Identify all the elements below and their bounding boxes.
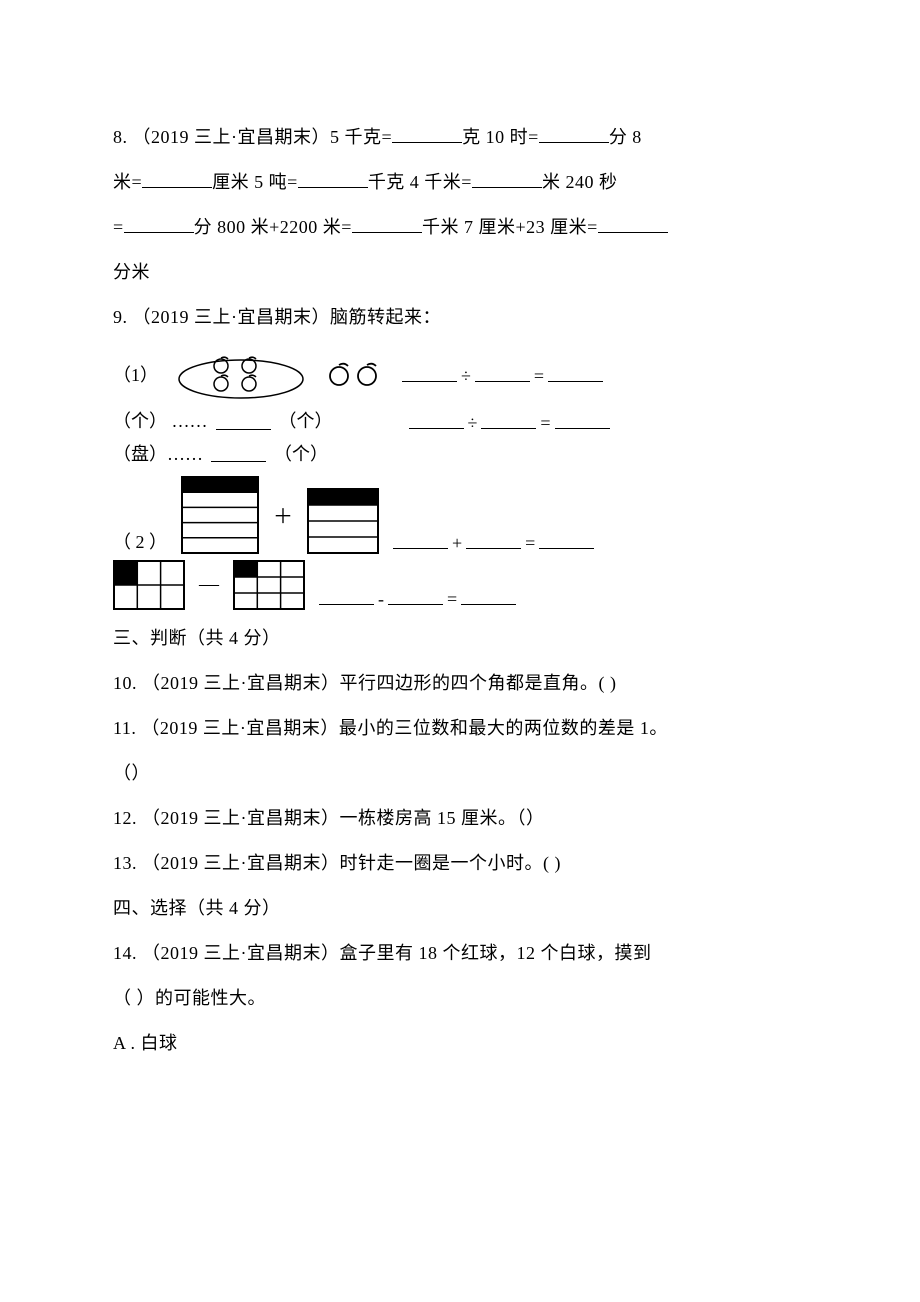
- option-a: A . 白球: [113, 1021, 807, 1066]
- q10: 10. （2019 三上·宜昌期末）平行四边形的四个角都是直角。( ): [113, 661, 807, 706]
- q8-line1: 8. （2019 三上·宜昌期末）5 千克= 克 10 时= 分 8: [113, 115, 807, 160]
- q8-text2: 克 10 时=: [462, 127, 539, 147]
- cherry-oval-4-icon: [176, 346, 306, 401]
- q9-sub2-row2: — - =: [113, 560, 807, 610]
- fraction-bar-1-5-icon: [181, 476, 259, 554]
- q9-ge3-label: （个）: [274, 440, 328, 466]
- q8-text10: 千米 7 厘米+23 厘米=: [422, 217, 598, 237]
- q9-ge2-label: （个）: [279, 407, 333, 433]
- q8-line3: = 分 800 米+2200 米= 千米 7 厘米+23 厘米=: [113, 205, 807, 250]
- q8-text9: 分 800 米+2200 米=: [194, 217, 352, 237]
- section-4-heading: 四、选择（共 4 分）: [113, 886, 807, 931]
- blank: [392, 121, 462, 143]
- blank: [352, 211, 422, 233]
- blank: [539, 527, 594, 549]
- minus-symbol: —: [199, 573, 219, 596]
- blank: [598, 211, 668, 233]
- blank: [211, 443, 266, 462]
- equals-sign: =: [540, 413, 550, 434]
- blank: [466, 527, 521, 549]
- document-page: 8. （2019 三上·宜昌期末）5 千克= 克 10 时= 分 8 米= 厘米 5 …: [0, 0, 920, 1126]
- fraction-grid-1-6-icon: [113, 560, 185, 610]
- q14b: （ ）的可能性大。: [113, 976, 807, 1021]
- divide-sign: ÷: [461, 366, 471, 387]
- equals-sign: =: [525, 533, 535, 554]
- blank: [555, 407, 610, 429]
- blank: [481, 407, 536, 429]
- q9-sub1-row3: （盘）…… （个）: [113, 440, 807, 466]
- cherry-2-icon: [324, 359, 384, 389]
- q8-text1: 8. （2019 三上·宜昌期末）5 千克=: [113, 127, 392, 147]
- divide-sign: ÷: [468, 413, 478, 434]
- blank: [539, 121, 609, 143]
- q13: 13. （2019 三上·宜昌期末）时针走一圈是一个小时。( ): [113, 841, 807, 886]
- q8-text11: 分米: [113, 262, 150, 282]
- q9-pan-label: （盘）……: [113, 440, 203, 466]
- q9-title: 9. （2019 三上·宜昌期末）脑筋转起来：: [113, 295, 807, 340]
- q11b: （）: [113, 751, 807, 796]
- blank: [388, 583, 443, 605]
- blank: [461, 583, 516, 605]
- section-3-heading: 三、判断（共 4 分）: [113, 616, 807, 661]
- q8-line4: 分米: [113, 250, 807, 295]
- blank: [216, 411, 271, 430]
- blank: [142, 166, 212, 188]
- q8-text6: 千克 4 千米=: [368, 172, 472, 192]
- minus-sign: -: [378, 589, 384, 610]
- blank: [475, 360, 530, 382]
- q9-sub2-label: （ 2 ）: [113, 528, 167, 554]
- equals-sign: =: [534, 366, 544, 387]
- blank: [124, 211, 194, 233]
- q9-sub1-label: （1）: [113, 361, 158, 387]
- q9-sub1-row2: （个） …… （个） ÷ =: [113, 407, 807, 434]
- q8-text5: 厘米 5 吨=: [212, 172, 298, 192]
- blank: [402, 360, 457, 382]
- q12: 12. （2019 三上·宜昌期末）一栋楼房高 15 厘米。（）: [113, 796, 807, 841]
- q9-eq4: - =: [319, 583, 516, 610]
- fraction-bar-1-4-icon: [307, 488, 379, 554]
- plus-sign: +: [452, 533, 462, 554]
- blank: [472, 166, 542, 188]
- fraction-grid-1-9-icon: [233, 560, 305, 610]
- q9-eq3: + =: [393, 527, 594, 554]
- equals-sign: =: [447, 589, 457, 610]
- blank: [298, 166, 368, 188]
- q11a: 11. （2019 三上·宜昌期末）最小的三位数和最大的两位数的差是 1。: [113, 706, 807, 751]
- q8-line2: 米= 厘米 5 吨= 千克 4 千米= 米 240 秒: [113, 160, 807, 205]
- q8-text3: 分 8: [609, 127, 642, 147]
- q9-sub1-row1: （1）: [113, 346, 807, 401]
- q9-eq2: ÷ =: [409, 407, 610, 434]
- q9-sub2-row1: （ 2 ） ＋ + =: [113, 476, 807, 554]
- q8-text4: 米=: [113, 172, 142, 192]
- q9-eq1: ÷ =: [402, 360, 603, 387]
- blank: [393, 527, 448, 549]
- blank: [548, 360, 603, 382]
- q9-ge-label: （个） ……: [113, 407, 208, 433]
- plus-symbol: ＋: [273, 500, 293, 529]
- q8-text8: =: [113, 217, 124, 237]
- q8-text7: 米 240 秒: [542, 172, 618, 192]
- blank: [409, 407, 464, 429]
- q14a: 14. （2019 三上·宜昌期末）盒子里有 18 个红球，12 个白球，摸到: [113, 931, 807, 976]
- blank: [319, 583, 374, 605]
